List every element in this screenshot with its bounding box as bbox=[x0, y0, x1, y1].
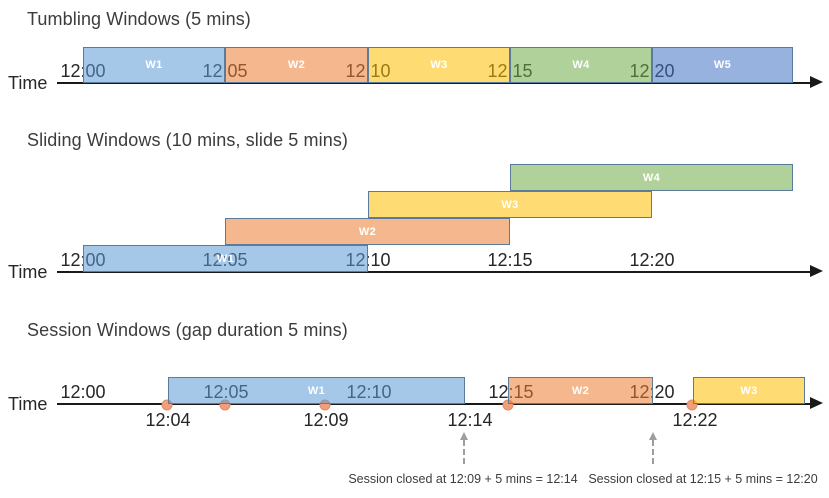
time-axis-label: Time bbox=[8, 394, 48, 414]
time-axis bbox=[57, 82, 812, 84]
window-label: W1 bbox=[307, 384, 326, 397]
axis-tick-label: 12:00 bbox=[60, 382, 106, 402]
closure-annotation: Session closed at 12:15 + 5 mins = 12:20 bbox=[588, 472, 818, 486]
event-time-label: 12:09 bbox=[303, 410, 349, 430]
event-dot bbox=[161, 399, 173, 411]
window-label: W4 bbox=[572, 59, 590, 71]
window-box: W2 bbox=[225, 218, 510, 245]
section-title: Session Windows (gap duration 5 mins) bbox=[27, 320, 348, 340]
time-axis-label: Time bbox=[8, 73, 48, 93]
section-title: Tumbling Windows (5 mins) bbox=[27, 9, 251, 29]
closure-annotation: Session closed at 12:09 + 5 mins = 12:14 bbox=[348, 472, 578, 486]
event-time-label: 12:04 bbox=[145, 410, 191, 430]
window-box: W1 bbox=[83, 245, 368, 272]
time-axis bbox=[57, 403, 812, 405]
window-label: W2 bbox=[571, 384, 590, 397]
time-axis-label: Time bbox=[8, 262, 48, 282]
section-title: Sliding Windows (10 mins, slide 5 mins) bbox=[27, 130, 349, 150]
window-box: W1 bbox=[168, 377, 465, 404]
closure-arrow-icon bbox=[649, 432, 657, 464]
window-box: W3 bbox=[693, 377, 805, 404]
window-label: W3 bbox=[740, 384, 758, 397]
axis-arrowhead-icon bbox=[810, 265, 823, 277]
event-time-label: 12:14 bbox=[447, 410, 493, 430]
time-axis bbox=[57, 271, 812, 273]
window-box: W2 bbox=[225, 47, 368, 83]
axis-arrowhead-icon bbox=[810, 397, 823, 409]
window-label: W2 bbox=[358, 225, 377, 238]
window-label: W3 bbox=[501, 198, 519, 211]
window-label: W4 bbox=[642, 171, 661, 184]
event-time-label: 12:22 bbox=[672, 410, 718, 430]
window-label: W5 bbox=[713, 59, 732, 71]
window-box: W4 bbox=[510, 47, 652, 83]
window-label: W1 bbox=[216, 252, 235, 265]
window-box: W5 bbox=[652, 47, 793, 83]
window-box: W2 bbox=[508, 377, 653, 404]
window-label: W1 bbox=[145, 59, 163, 71]
closure-arrow-icon bbox=[460, 432, 468, 464]
window-box: W3 bbox=[368, 47, 510, 83]
axis-tick-label: 12:15 bbox=[487, 250, 533, 270]
axis-tick-label: 12:20 bbox=[629, 250, 675, 270]
window-box: W3 bbox=[368, 191, 652, 218]
axis-arrowhead-icon bbox=[810, 76, 823, 88]
window-box: W4 bbox=[510, 164, 793, 191]
window-box: W1 bbox=[83, 47, 225, 83]
window-label: W3 bbox=[430, 59, 448, 71]
event-dot bbox=[686, 399, 698, 411]
window-label: W2 bbox=[287, 59, 306, 71]
